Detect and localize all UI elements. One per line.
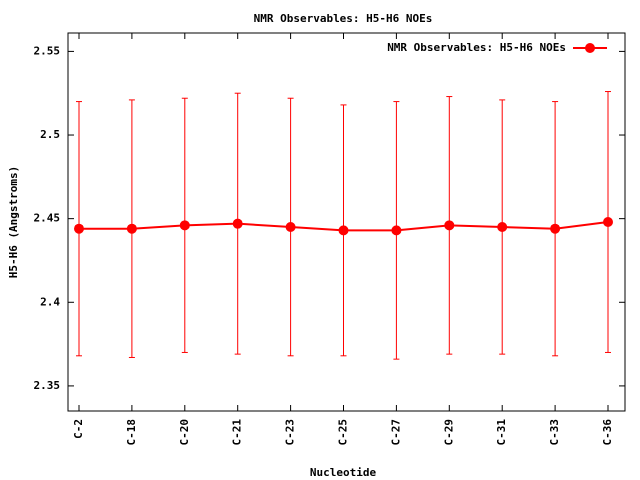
x-tick-label: C-31 xyxy=(495,419,508,446)
x-tick-label: C-23 xyxy=(284,419,297,446)
point xyxy=(603,217,613,227)
x-tick-label: C-21 xyxy=(231,419,244,446)
y-tick-label: 2.45 xyxy=(34,212,61,225)
y-tick-label: 2.35 xyxy=(34,379,61,392)
y-tick-label: 2.5 xyxy=(40,128,60,141)
chart-title: NMR Observables: H5-H6 NOEs xyxy=(254,12,433,25)
x-tick-label: C-29 xyxy=(442,419,455,446)
point xyxy=(444,220,455,231)
plot-frame xyxy=(67,32,626,412)
y-tick-label: 2.55 xyxy=(34,44,61,57)
legend-marker xyxy=(585,43,595,53)
point xyxy=(338,225,349,236)
x-tick-label: C-25 xyxy=(337,419,350,446)
point xyxy=(550,223,561,234)
point xyxy=(391,225,402,236)
y-axis-label: H5-H6 (Angstroms) xyxy=(7,166,20,279)
point xyxy=(497,222,508,233)
point xyxy=(285,222,296,233)
x-tick-label: C-2 xyxy=(72,419,85,439)
point xyxy=(126,223,137,234)
x-axis-label: Nucleotide xyxy=(310,466,377,479)
point xyxy=(232,218,243,229)
x-tick-label: C-33 xyxy=(548,419,561,446)
x-tick-label: C-20 xyxy=(178,419,191,446)
point xyxy=(74,223,84,234)
x-tick-label: C-36 xyxy=(601,419,614,446)
y-tick-label: 2.4 xyxy=(40,295,60,308)
point xyxy=(179,220,190,231)
x-tick-label: C-27 xyxy=(389,419,402,446)
legend-label: NMR Observables: H5-H6 NOEs xyxy=(387,41,566,54)
x-tick-label: C-18 xyxy=(125,419,138,446)
